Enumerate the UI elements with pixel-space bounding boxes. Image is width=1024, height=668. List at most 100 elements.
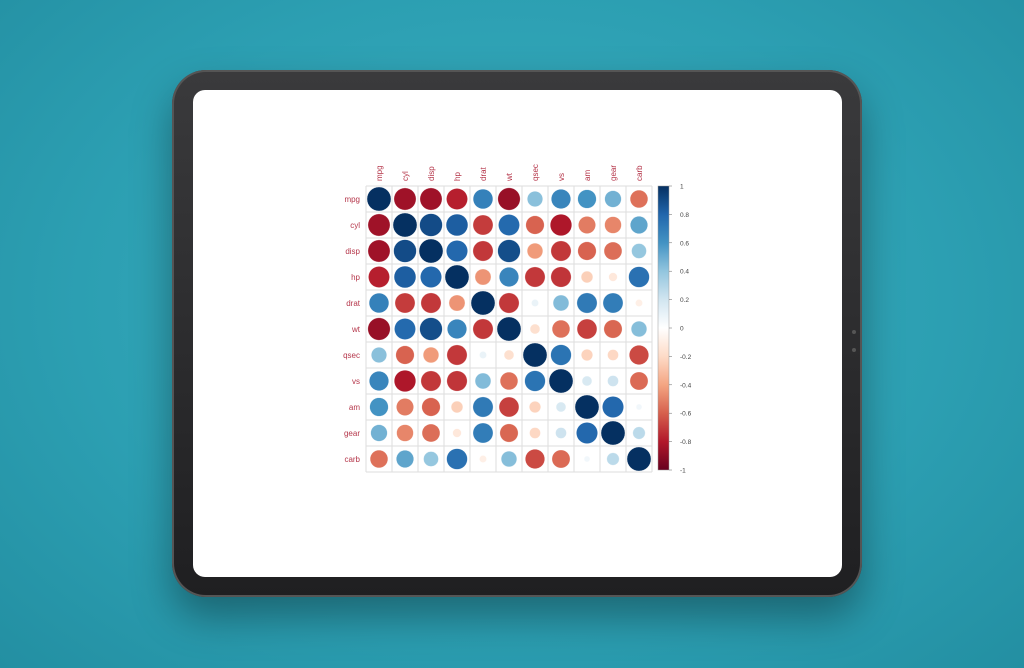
correlation-circle (446, 448, 468, 470)
correlation-circle (602, 292, 624, 314)
correlation-circle (603, 319, 623, 339)
correlation-circle (551, 449, 571, 469)
correlation-circle (603, 241, 623, 261)
correlation-circle (529, 323, 541, 335)
correlation-circle (499, 423, 519, 443)
correlation-circle (393, 187, 417, 211)
correlation-circle (498, 214, 520, 236)
correlation-circle (635, 403, 643, 411)
correlation-circle (606, 452, 620, 466)
correlation-circle (577, 241, 597, 261)
correlation-circle (368, 266, 390, 288)
correlation-circle (503, 349, 515, 361)
correlation-circle (524, 266, 546, 288)
row-label: vs (352, 377, 360, 386)
correlation-circle (580, 348, 594, 362)
correlation-circle (602, 396, 624, 418)
row-label: am (349, 403, 360, 412)
correlation-circle (604, 216, 622, 234)
column-label: wt (505, 172, 514, 182)
column-label: disp (427, 166, 436, 181)
correlation-circle (525, 215, 545, 235)
colorbar-tick-label: 0.2 (680, 297, 689, 304)
column-label: hp (453, 172, 462, 181)
correlation-circle (369, 397, 389, 417)
column-label: cyl (401, 171, 410, 181)
correlation-circle (555, 401, 567, 413)
correlation-circle (421, 397, 441, 417)
colorbar (657, 185, 670, 471)
correlation-circle (366, 186, 392, 212)
correlation-circle (472, 188, 494, 210)
correlation-circle (497, 187, 521, 211)
correlation-circle (448, 294, 466, 312)
correlation-circle (472, 422, 494, 444)
correlation-circle (635, 299, 643, 307)
correlation-circle (526, 190, 544, 208)
correlation-circle (418, 238, 444, 264)
correlation-circle (393, 265, 417, 289)
colorbar-tick-label: 0.8 (680, 212, 689, 219)
correlation-circle (446, 344, 468, 366)
correlation-circle (576, 292, 598, 314)
correlation-plot: mpg mpg cyl cyl disp disp hp hp drat drat wt wt qsec… (343, 164, 692, 474)
correlation-circle (396, 398, 414, 416)
correlation-circle (524, 370, 546, 392)
correlation-circle (496, 316, 522, 342)
correlation-circle (576, 318, 598, 340)
colorbar-tick-label: 1 (680, 184, 684, 191)
correlation-circle (525, 449, 545, 469)
correlation-circle (550, 266, 572, 288)
correlation-circle (551, 319, 571, 339)
correlation-circle (607, 375, 619, 387)
correlation-circle (393, 369, 417, 393)
correlation-circle (555, 427, 567, 439)
column-label: drat (479, 166, 488, 181)
correlation-circle (600, 420, 626, 446)
correlation-circle (421, 423, 441, 443)
column-label: vs (557, 173, 566, 181)
colorbar-tick-label: 0.4 (680, 269, 689, 276)
colorbar-tick-label: -0.4 (680, 382, 692, 389)
correlation-circle (472, 396, 494, 418)
correlation-circle (395, 345, 415, 365)
colorbar-tick-label: 0 (680, 326, 684, 333)
correlation-circle (626, 446, 652, 472)
correlation-circle (629, 345, 649, 365)
colorbar-tick-label: -0.6 (680, 411, 692, 418)
correlation-circle (552, 294, 570, 312)
correlation-circle (396, 450, 414, 468)
correlation-circle (500, 450, 518, 468)
correlation-circle (550, 344, 572, 366)
row-label: gear (344, 429, 360, 438)
correlation-circle (474, 372, 492, 390)
correlation-circle (419, 213, 443, 237)
correlation-circle (367, 239, 391, 263)
row-label: disp (345, 247, 360, 256)
correlation-circle (474, 268, 492, 286)
correlation-circle (470, 290, 496, 316)
correlation-circle (548, 368, 574, 394)
correlation-circle (422, 346, 440, 364)
correlation-circle (499, 267, 519, 287)
column-label: am (583, 170, 592, 181)
correlation-circle (370, 424, 388, 442)
correlation-circle (447, 319, 467, 339)
colorbar-tick-label: -0.2 (680, 354, 692, 361)
correlation-circle (423, 451, 439, 467)
row-label: cyl (350, 221, 360, 230)
correlation-circle (630, 216, 648, 234)
correlation-circle (446, 240, 468, 262)
tablet-frame: mpg mpg cyl cyl disp disp hp hp drat drat wt wt qsec… (172, 70, 862, 597)
correlation-circle (551, 189, 571, 209)
column-label: carb (635, 165, 644, 181)
correlation-circle (445, 213, 469, 237)
tablet-sensor (852, 330, 856, 334)
correlation-circle (580, 270, 594, 284)
row-label: drat (346, 299, 361, 308)
correlation-circle (394, 292, 416, 314)
tablet-sensor (852, 348, 856, 352)
correlation-circle (522, 342, 548, 368)
correlation-circle (444, 264, 470, 290)
correlation-circle (420, 292, 442, 314)
